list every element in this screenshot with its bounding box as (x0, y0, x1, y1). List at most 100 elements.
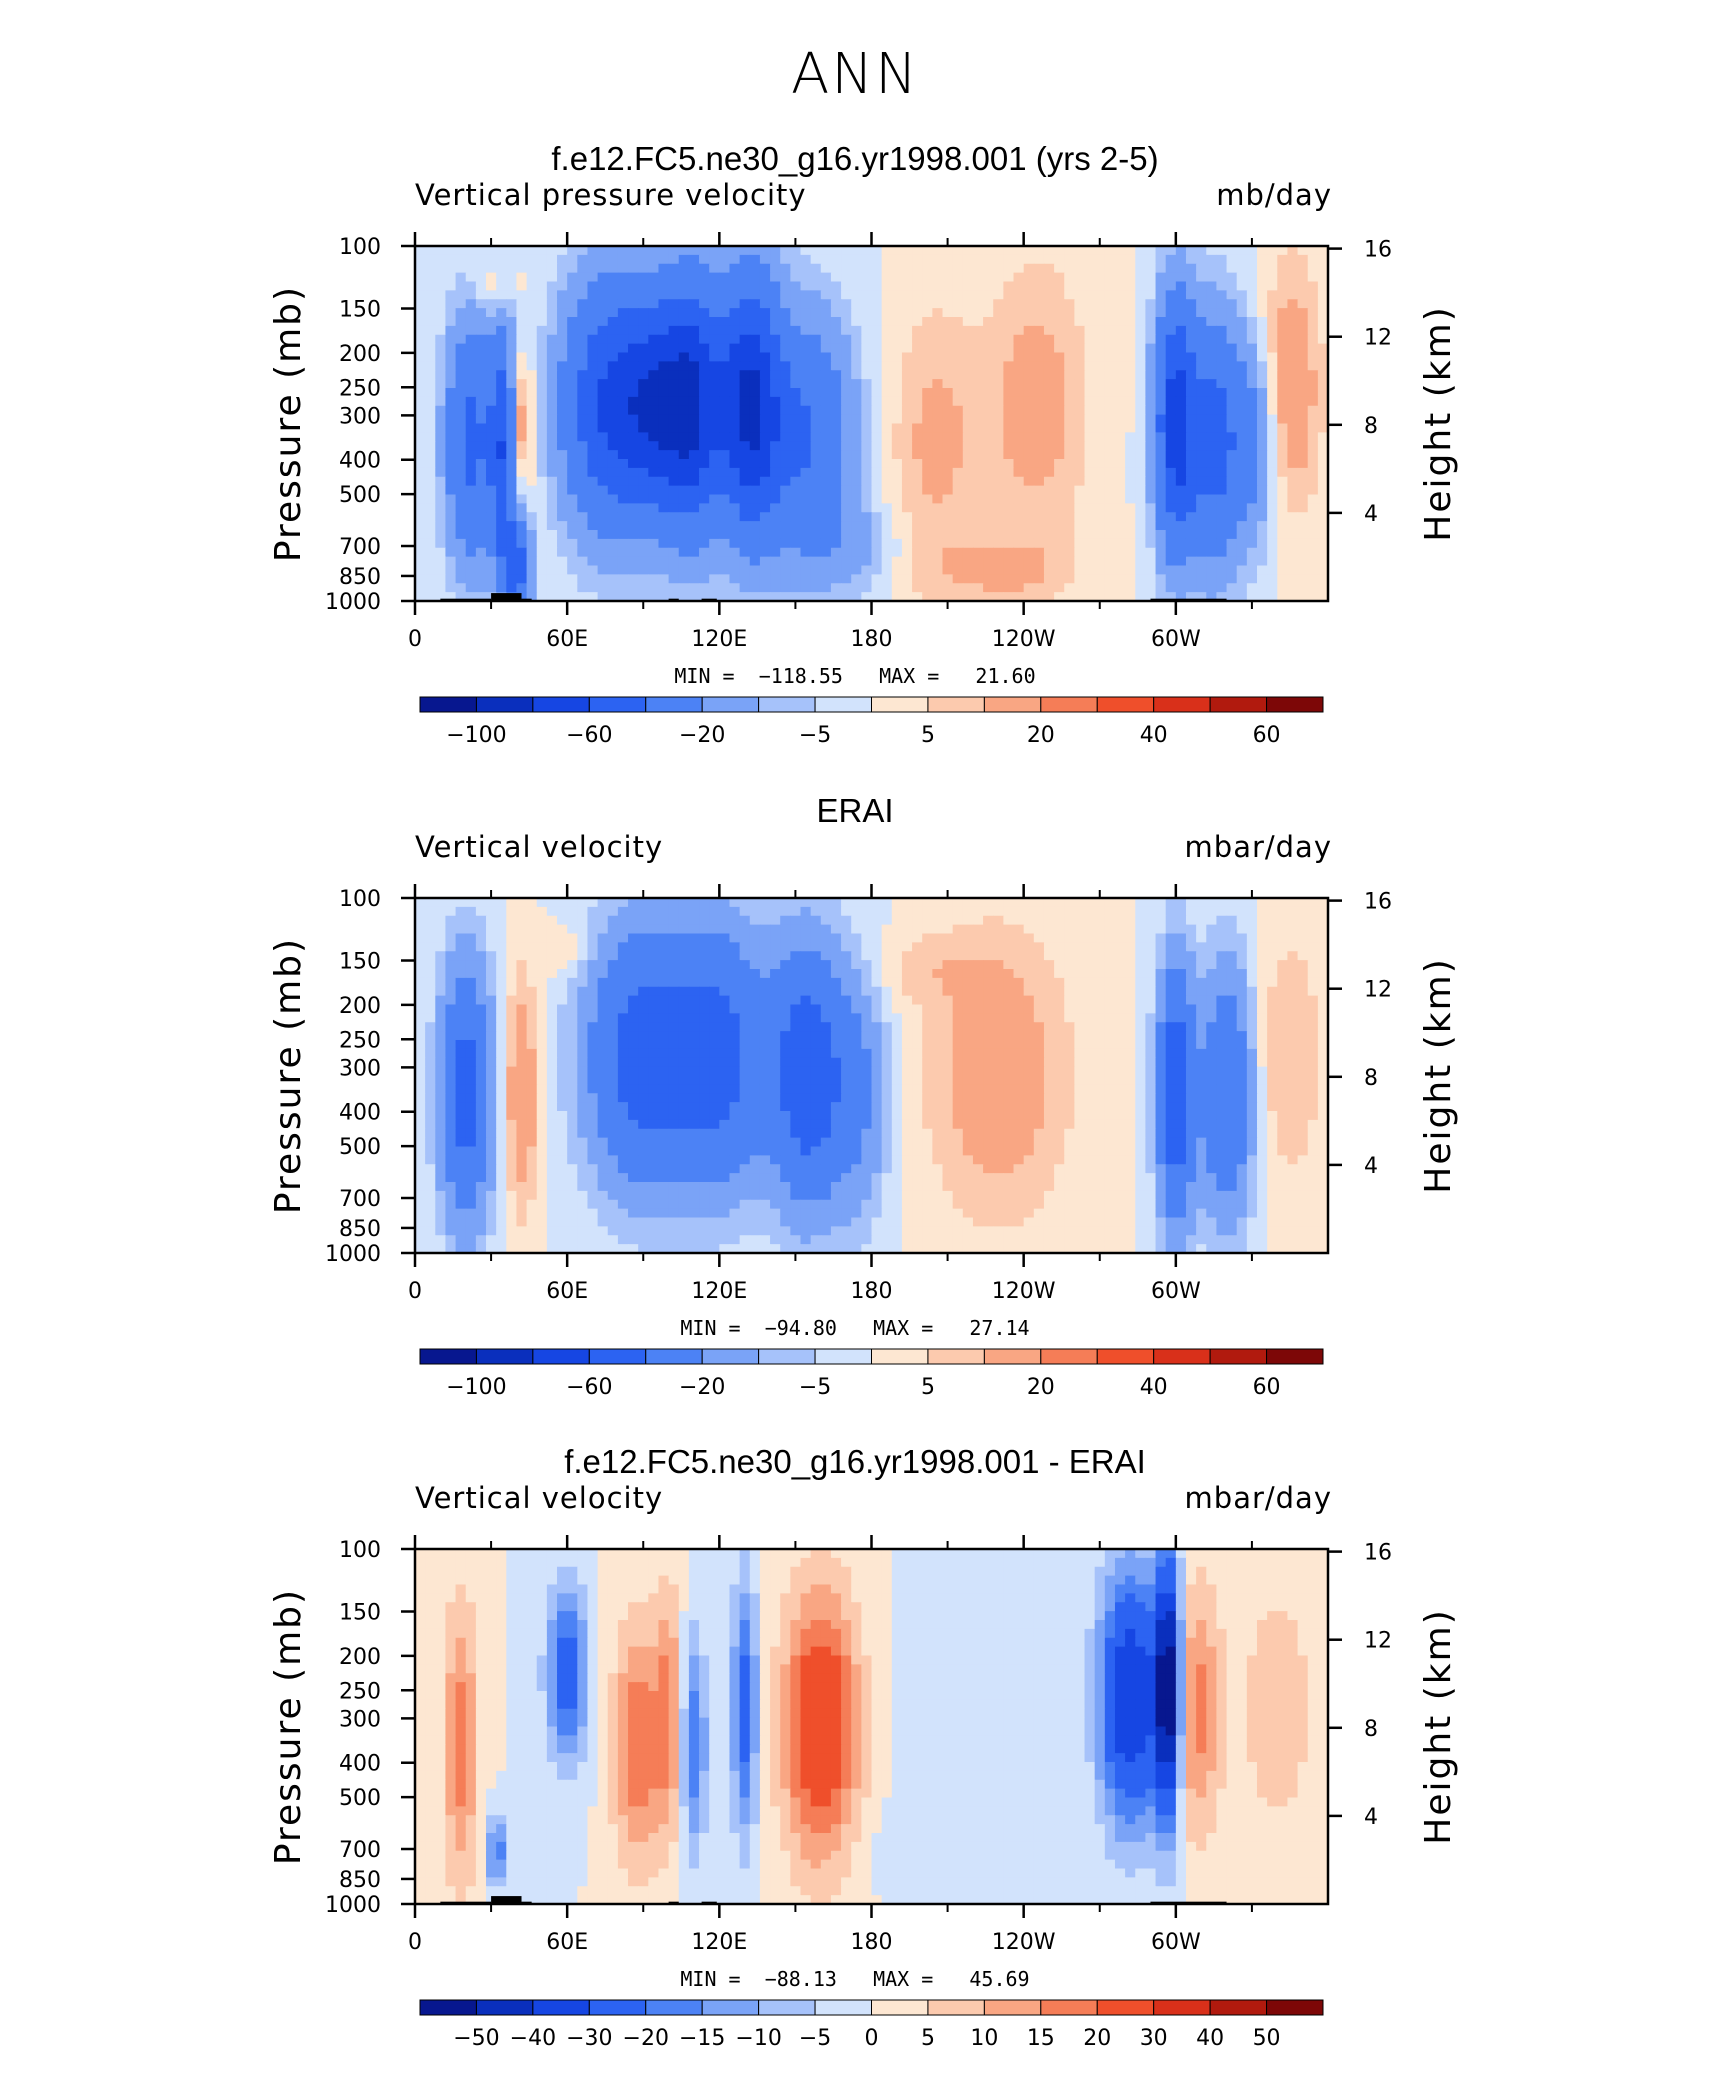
field-cell (1237, 370, 1248, 379)
field-cell (770, 335, 781, 344)
field-cell (1216, 574, 1227, 583)
field-cell (486, 388, 497, 397)
field-cell (882, 916, 893, 925)
field-cell (1298, 450, 1309, 459)
field-cell (598, 282, 609, 291)
field-cell (993, 969, 1004, 978)
field-cell (466, 1022, 477, 1031)
field-cell (892, 432, 903, 441)
field-cell (1216, 477, 1227, 486)
field-cell (750, 907, 761, 916)
field-cell (780, 1013, 791, 1022)
field-cell (1277, 512, 1288, 521)
field-cell (435, 450, 446, 459)
field-cell (425, 942, 436, 951)
field-cell (699, 503, 710, 512)
field-cell (709, 361, 720, 370)
field-cell (872, 512, 883, 521)
field-cell (466, 424, 477, 433)
field-cell (415, 388, 426, 397)
field-cell (1095, 978, 1106, 987)
field-cell (689, 326, 700, 335)
field-cell (547, 379, 558, 388)
field-cell (993, 406, 1004, 415)
field-cell (729, 898, 740, 907)
field-cell (628, 353, 639, 362)
field-cell (780, 406, 791, 415)
field-cell (699, 415, 710, 424)
field-cell (1095, 996, 1106, 1005)
field-cell (1237, 282, 1248, 291)
field-cell (547, 996, 558, 1005)
field-cell (557, 951, 568, 960)
field-cell (1196, 441, 1207, 450)
field-cell (618, 477, 629, 486)
field-cell (1095, 344, 1106, 353)
field-cell (841, 370, 852, 379)
field-cell (1014, 317, 1025, 326)
field-cell (760, 335, 771, 344)
field-cell (1095, 415, 1106, 424)
field-cell (669, 459, 680, 468)
field-cell (841, 495, 852, 504)
field-cell (760, 468, 771, 477)
field-cell (1237, 326, 1248, 335)
field-cell (638, 548, 649, 557)
field-cell (993, 246, 1004, 255)
field-cell (577, 996, 588, 1005)
field-cell (851, 978, 862, 987)
field-cell (648, 370, 659, 379)
field-cell (1277, 335, 1288, 344)
field-cell (1196, 530, 1207, 539)
field-cell (770, 503, 781, 512)
field-cell (638, 1022, 649, 1031)
field-cell (932, 548, 943, 557)
field-cell (638, 246, 649, 255)
field-cell (1044, 353, 1055, 362)
field-cell (506, 996, 517, 1005)
field-cell (831, 987, 842, 996)
field-cell (932, 282, 943, 291)
field-cell (922, 503, 933, 512)
field-cell (638, 388, 649, 397)
field-cell (415, 486, 426, 495)
field-cell (1186, 308, 1197, 317)
field-cell (1135, 282, 1146, 291)
field-cell (1287, 264, 1298, 273)
field-cell (902, 916, 913, 925)
field-cell (1257, 557, 1268, 566)
field-cell (1257, 273, 1268, 282)
field-cell (587, 468, 598, 477)
field-cell (1115, 934, 1126, 943)
field-cell (598, 406, 609, 415)
field-cell (1277, 282, 1288, 291)
field-cell (1196, 468, 1207, 477)
field-cell (1237, 934, 1248, 943)
colorbar-swatch (1267, 697, 1323, 712)
field-cell (922, 530, 933, 539)
field-cell (851, 353, 862, 362)
field-cell (476, 335, 487, 344)
field-cell (790, 255, 801, 264)
field-cell (719, 907, 730, 916)
field-cell (1115, 907, 1126, 916)
field-cell (547, 512, 558, 521)
field-cell (1105, 424, 1116, 433)
field-cell (1308, 432, 1319, 441)
field-cell (1298, 246, 1309, 255)
field-cell (435, 951, 446, 960)
field-cell (679, 521, 690, 530)
field-cell (882, 264, 893, 273)
field-cell (811, 934, 822, 943)
field-cell (963, 273, 974, 282)
field-cell (1074, 907, 1085, 916)
field-cell (628, 987, 639, 996)
field-cell (1156, 530, 1167, 539)
field-cell (456, 898, 467, 907)
field-cell (963, 370, 974, 379)
field-cell (841, 317, 852, 326)
field-cell (1298, 925, 1309, 934)
field-cell (516, 370, 527, 379)
field-cell (821, 566, 832, 575)
field-cell (618, 907, 629, 916)
